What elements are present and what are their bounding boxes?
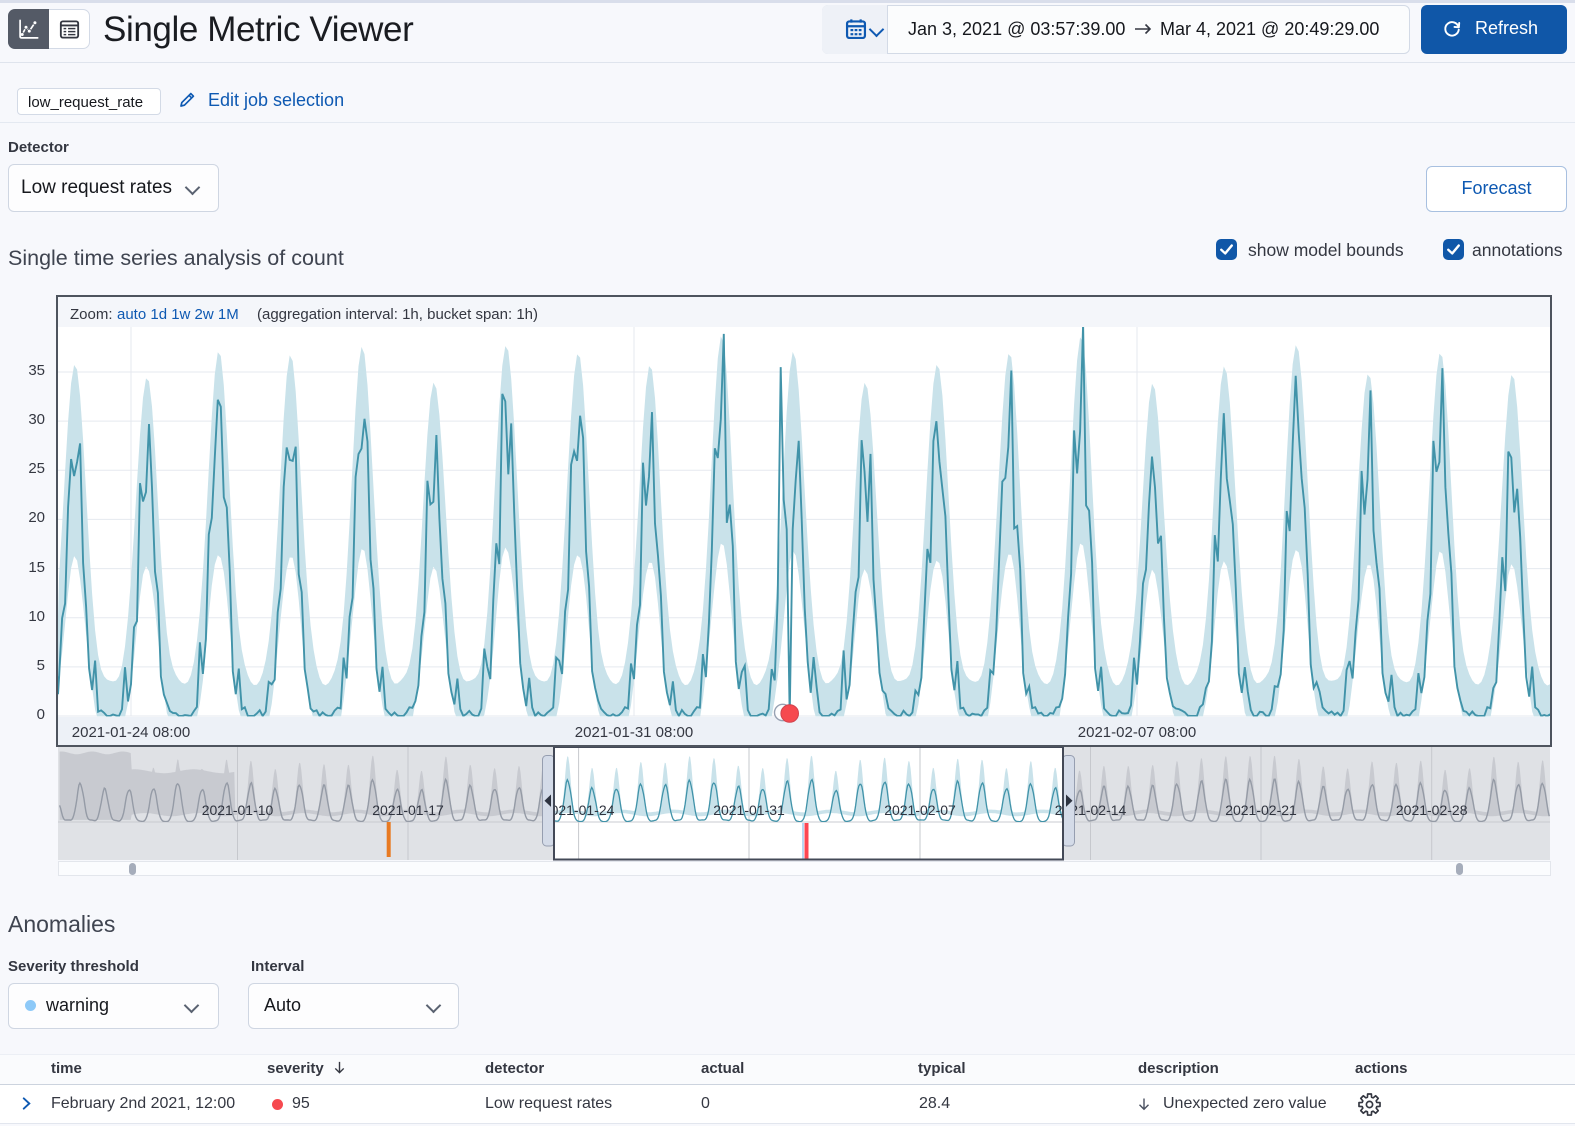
- svg-text:2021-02-21: 2021-02-21: [1225, 802, 1297, 818]
- svg-text:2021-02-07: 2021-02-07: [884, 802, 956, 818]
- svg-text:2021-02-07 08:00: 2021-02-07 08:00: [1078, 724, 1196, 741]
- svg-text:2021-01-31 08:00: 2021-01-31 08:00: [575, 724, 693, 741]
- svg-text:2021-01-24 08:00: 2021-01-24 08:00: [72, 724, 190, 741]
- svg-text:(aggregation interval: 1h, buc: (aggregation interval: 1h, bucket span: …: [257, 306, 538, 323]
- svg-text:2021-01-24: 2021-01-24: [543, 802, 615, 818]
- svg-text:2021-01-31: 2021-01-31: [713, 802, 785, 818]
- svg-text:2021-02-28: 2021-02-28: [1396, 802, 1468, 818]
- svg-text:2021-01-17: 2021-01-17: [372, 802, 444, 818]
- svg-text:2021-01-10: 2021-01-10: [202, 802, 274, 818]
- svg-text:auto 1d 1w 2w 1M: auto 1d 1w 2w 1M: [117, 306, 239, 323]
- svg-text:Zoom:: Zoom:: [70, 306, 113, 323]
